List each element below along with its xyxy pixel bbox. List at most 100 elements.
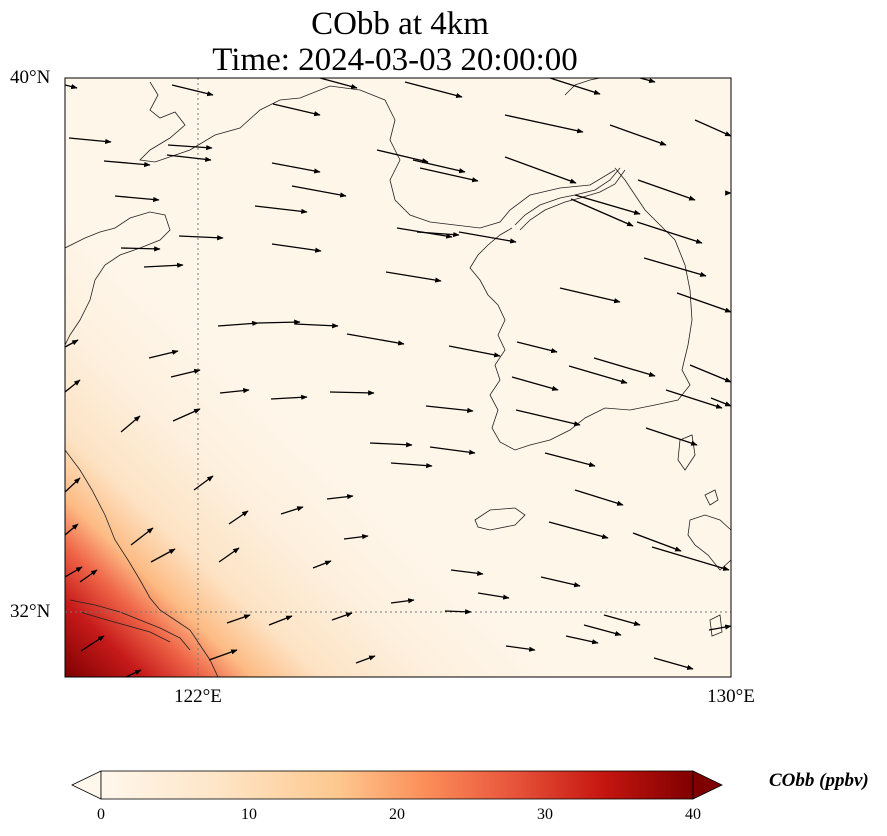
- colorbar-tick-20: 20: [389, 806, 405, 823]
- wind-arrow: [114, 195, 160, 203]
- wind-arrow: [404, 81, 463, 99]
- wind-arrow: [425, 405, 474, 413]
- wind-arrow: [504, 156, 577, 184]
- wind-arrow: [271, 243, 322, 253]
- wind-arrow: [609, 124, 667, 146]
- wind-arrow: [150, 548, 176, 563]
- wind-arrow: [272, 103, 321, 117]
- lon-label-122: 122°E: [174, 686, 222, 707]
- colorbar-tick-10: 10: [241, 806, 257, 823]
- wind-arrow: [65, 339, 79, 348]
- wind-arrow: [540, 576, 581, 588]
- wind-arrow: [291, 185, 347, 198]
- wind-arrow: [319, 78, 358, 89]
- lat-label-32: 32°N: [10, 601, 51, 622]
- wind-arrow: [632, 532, 682, 552]
- wind-arrow: [676, 292, 731, 313]
- wind-arrow: [120, 246, 161, 252]
- wind-arrow: [450, 569, 484, 576]
- wind-arrow: [583, 624, 622, 636]
- wind-arrow: [228, 510, 249, 525]
- colorbar-tick-0: 0: [97, 806, 105, 823]
- lon-label-130: 130°E: [707, 686, 755, 707]
- wind-arrow: [65, 379, 81, 393]
- wind-arrow: [548, 521, 609, 539]
- wind-arrow: [326, 494, 354, 500]
- wind-arrow: [549, 78, 601, 95]
- wind-arrow: [385, 271, 442, 283]
- wind-arrow: [419, 167, 479, 183]
- map-frame: [64, 77, 732, 678]
- wind-arrow: [412, 159, 466, 174]
- wind-arrow: [171, 84, 214, 97]
- wind-arrow: [504, 114, 584, 134]
- wind-arrow: [68, 137, 112, 145]
- wind-arrow: [593, 357, 656, 377]
- wind-arrow: [574, 194, 641, 215]
- wind-arrow: [636, 221, 703, 244]
- wind-arrow: [505, 645, 536, 652]
- wind-arrow: [167, 144, 213, 151]
- wind-arrow: [568, 365, 628, 384]
- wind-arrow: [639, 78, 656, 84]
- cobb-field: [65, 78, 731, 677]
- wind-arrow: [65, 523, 79, 536]
- wind-arrow: [390, 462, 433, 469]
- wind-arrow: [217, 320, 259, 327]
- wind-arrow: [218, 547, 240, 563]
- wind-arrow: [516, 341, 558, 354]
- wind-arrow: [280, 506, 304, 515]
- wind-arrow: [329, 390, 375, 396]
- wind-arrow: [143, 262, 184, 268]
- wind-arrow: [416, 231, 460, 238]
- wind-arrow: [65, 84, 78, 90]
- wind-arrow: [65, 477, 81, 493]
- wind-arrow: [254, 205, 308, 214]
- wind-arrow: [653, 657, 694, 670]
- wind-arrow: [270, 394, 308, 400]
- wind-arrow: [458, 231, 517, 244]
- wind-arrow: [331, 612, 353, 621]
- wind-arrow: [694, 119, 731, 137]
- title-line-1: CObb at 4km: [311, 6, 489, 42]
- wind-arrow: [346, 333, 405, 346]
- wind-arrow: [172, 408, 201, 422]
- wind-arrow: [312, 560, 332, 569]
- wind-arrow: [219, 388, 250, 394]
- wind-arrow: [376, 149, 429, 164]
- wind-vectors: [65, 78, 731, 677]
- wind-arrow: [570, 198, 634, 227]
- colorbar-label: CObb (ppbv): [769, 770, 869, 791]
- wind-arrow: [603, 614, 641, 626]
- gridlines: [65, 78, 731, 677]
- wind-arrow: [515, 409, 581, 427]
- wind-arrow: [271, 162, 321, 174]
- wind-arrow: [226, 614, 251, 624]
- wind-arrow: [559, 287, 621, 304]
- wind-arrow: [643, 257, 707, 277]
- wind-arrow: [343, 534, 369, 540]
- wind-arrow: [369, 442, 413, 448]
- wind-arrow: [130, 527, 154, 546]
- wind-arrow: [665, 389, 723, 409]
- wind-arrow: [355, 655, 376, 664]
- wind-arrow: [79, 569, 98, 583]
- wind-arrow: [103, 160, 151, 168]
- wind-arrow: [544, 452, 596, 468]
- wind-arrow: [708, 624, 731, 631]
- colorbar-tick-30: 30: [537, 806, 553, 823]
- wind-arrow: [645, 427, 698, 446]
- wind-arrow: [178, 235, 224, 241]
- wind-arrow: [166, 154, 212, 162]
- wind-arrow: [689, 364, 731, 383]
- wind-arrow: [390, 598, 415, 604]
- wind-arrow: [477, 592, 510, 600]
- wind-arrow: [125, 669, 142, 677]
- wind-arrow: [294, 323, 339, 329]
- wind-arrow: [444, 609, 472, 615]
- wind-arrow: [448, 345, 501, 358]
- wind-arrow: [574, 489, 624, 506]
- lat-label-40: 40°N: [10, 67, 51, 88]
- wind-arrow: [208, 649, 238, 661]
